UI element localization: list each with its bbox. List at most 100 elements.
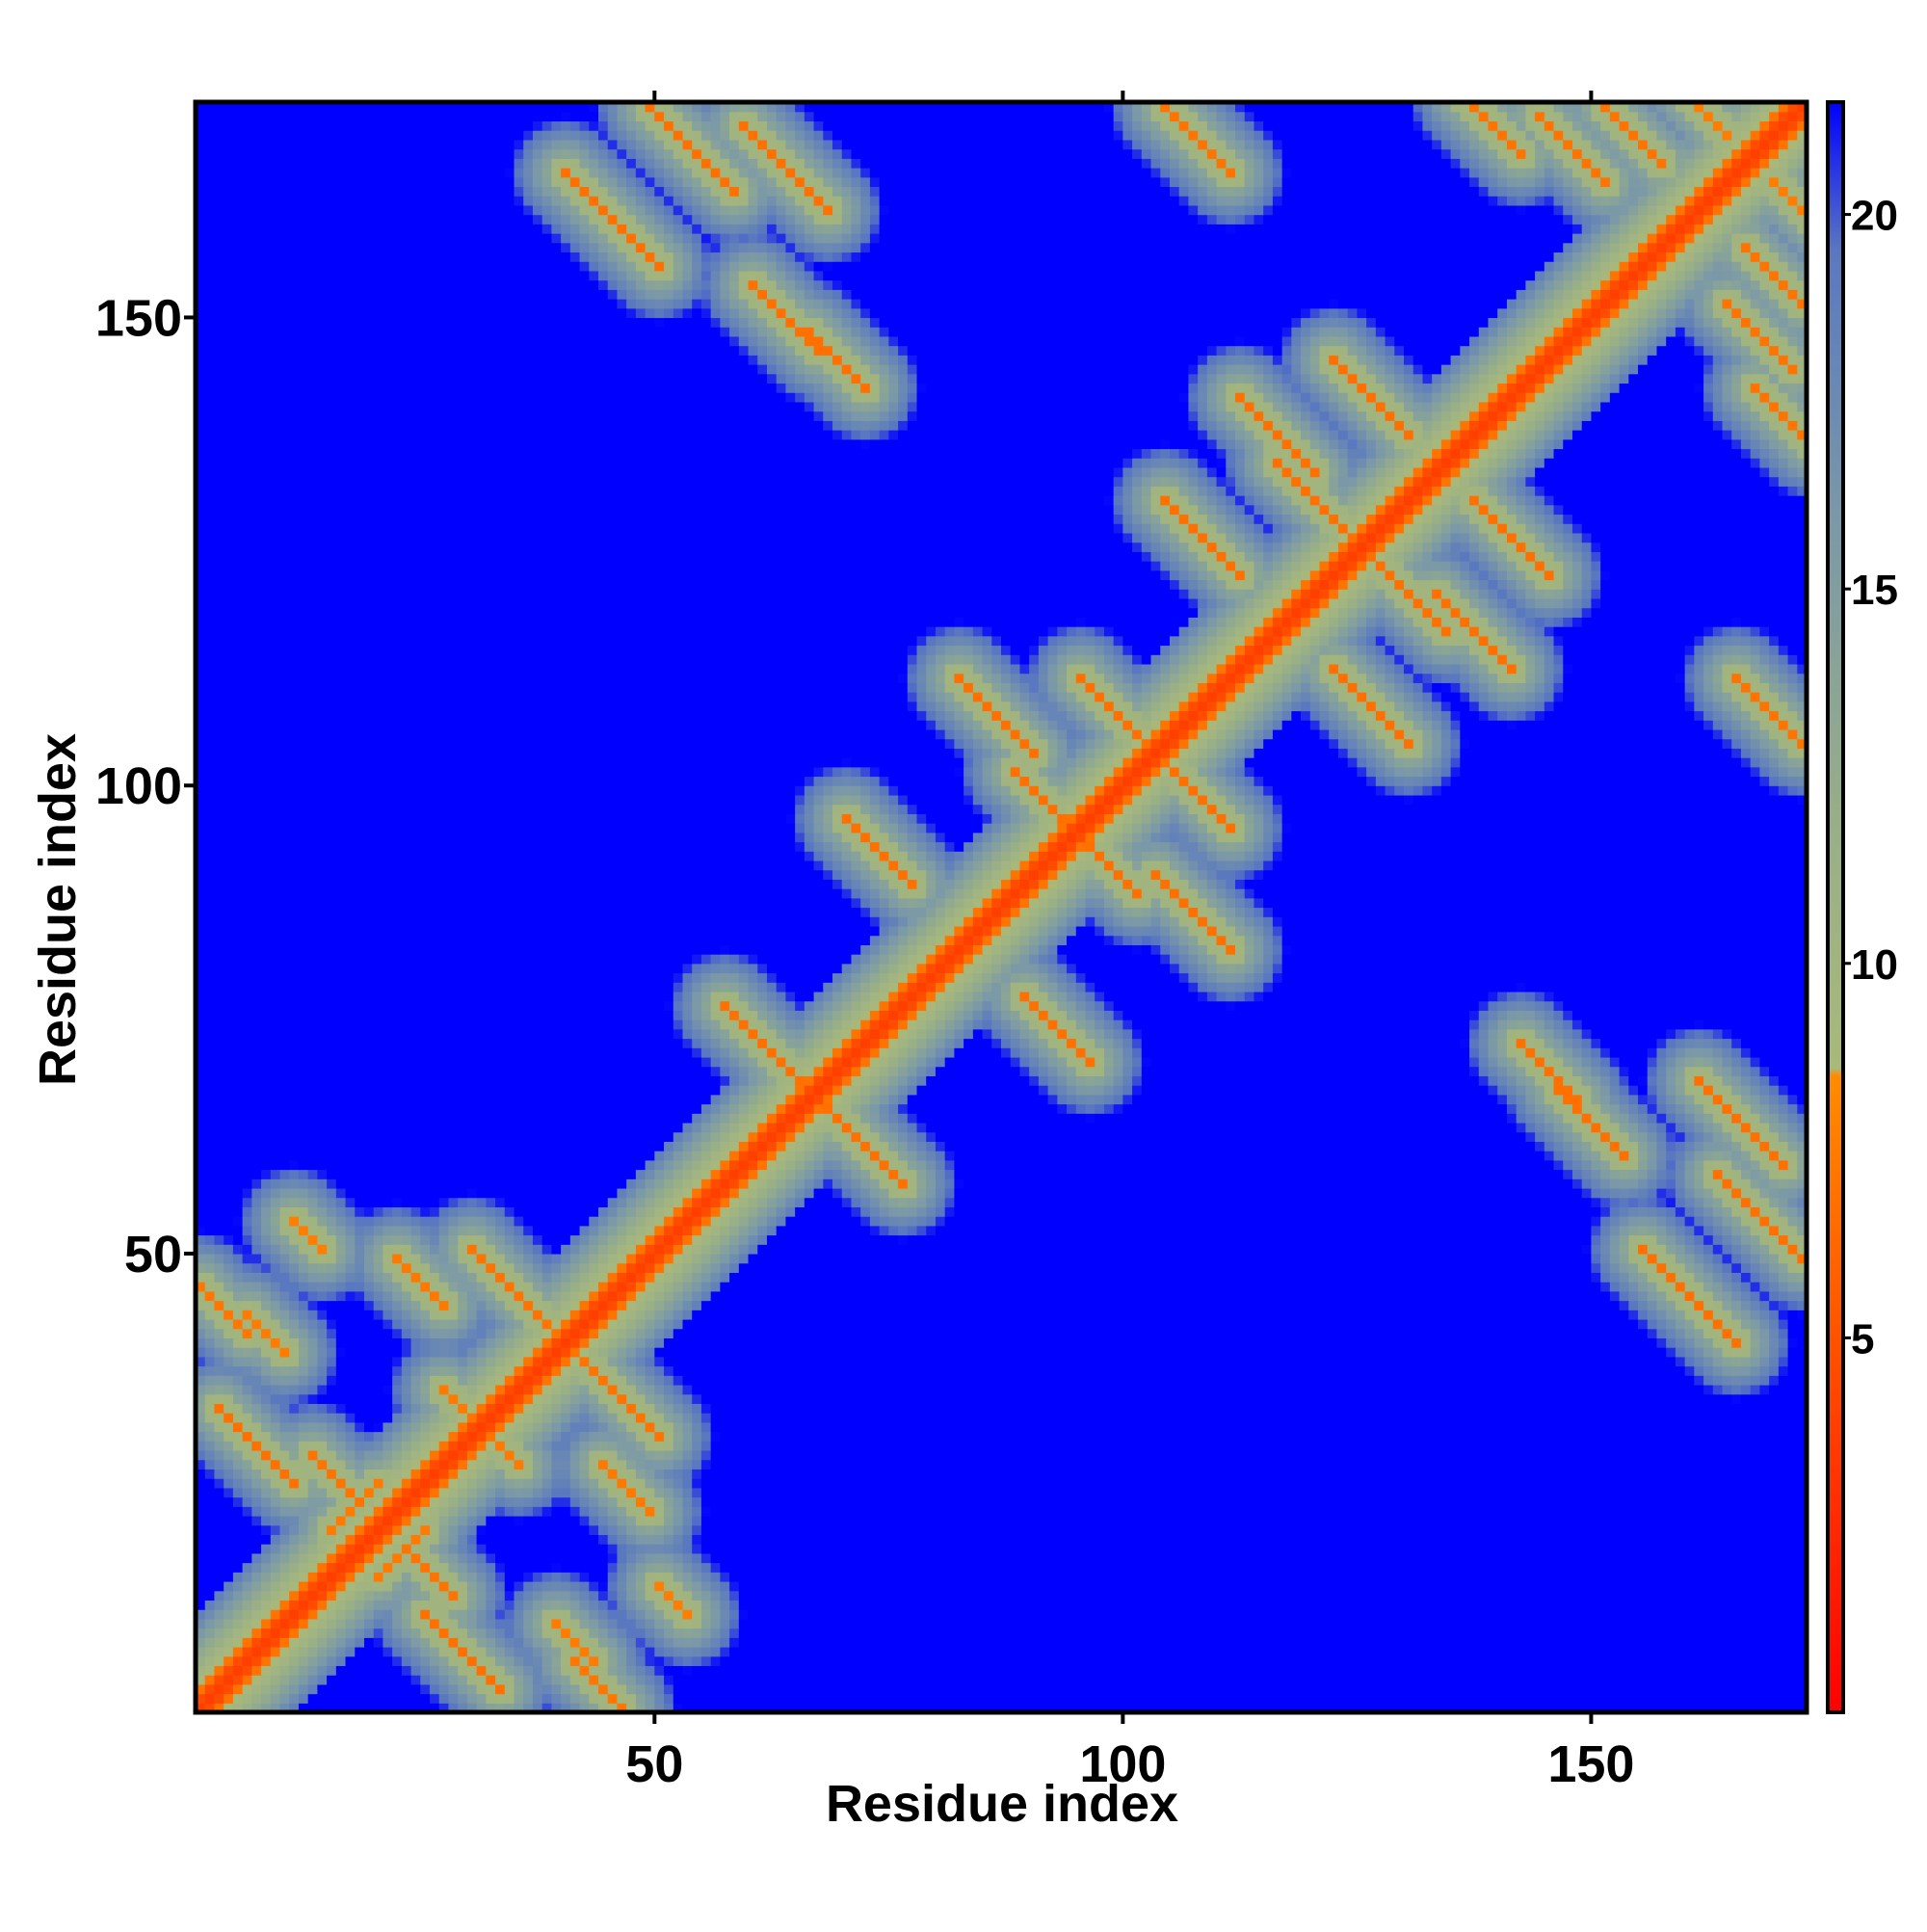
heatmap-cell [1553,1038,1564,1048]
heatmap-cell [438,1693,450,1704]
heatmap-cell [1141,944,1152,955]
heatmap-cell [682,1300,693,1310]
heatmap-cell [598,1253,609,1264]
heatmap-cell [682,1131,693,1142]
heatmap-cell [1731,1328,1742,1338]
heatmap-cell [514,1506,524,1517]
heatmap-cell [1675,1094,1686,1105]
heatmap-cell [710,1290,1611,1302]
heatmap-cell [700,1562,712,1573]
heatmap-cell [1544,1075,1555,1086]
heatmap-cell [795,1159,805,1171]
heatmap-cell [1029,1075,1040,1086]
heatmap-cell [232,1441,244,1451]
heatmap-cell [1647,1206,1658,1217]
heatmap-cell [401,1216,412,1227]
heatmap-cell [383,1534,393,1545]
heatmap-cell [1038,944,1049,955]
heatmap-cell [1656,1169,1667,1179]
heatmap-cell [869,1113,881,1124]
heatmap-cell [214,1646,224,1657]
heatmap-cell [991,1019,1002,1030]
heatmap-cell [1281,954,1808,965]
heatmap-cell [626,1515,637,1526]
heatmap-cell [335,1365,393,1376]
heatmap-cell [430,1441,440,1451]
heatmap-cell [541,1365,552,1376]
heatmap-cell [1778,1253,1789,1264]
heatmap-cell [476,1290,487,1302]
heatmap-cell [1703,1066,1714,1076]
heatmap-cell [261,1683,272,1695]
heatmap-cell [692,1403,702,1414]
heatmap-cell [1057,944,1133,955]
heatmap-cell [345,1487,356,1498]
heatmap-cell [307,1572,318,1582]
heatmap-cell [898,925,909,937]
heatmap-cell [598,1534,609,1545]
heatmap-cell [635,1384,647,1395]
heatmap-cell [860,1103,871,1114]
heatmap-cell [1731,1375,1742,1386]
heatmap-cell [851,954,861,965]
heatmap-cell [841,1187,853,1199]
heatmap-cell [289,1272,300,1283]
heatmap-cell [335,1534,347,1545]
heatmap-cell [860,1028,871,1040]
heatmap-cell [626,1524,637,1536]
heatmap-cell [561,1646,571,1657]
heatmap-cell [841,1141,853,1151]
heatmap-cell [795,1197,805,1207]
heatmap-cell [261,1675,272,1685]
heatmap-cell [1553,1056,1564,1068]
heatmap-cell [317,1169,328,1179]
heatmap-cell [1722,1187,1732,1199]
heatmap-cell [851,1056,861,1068]
heatmap-cell [626,1384,637,1395]
heatmap-cell [617,1572,627,1582]
heatmap-cell [898,991,909,1002]
heatmap-cell [355,1459,365,1470]
heatmap-cell [692,1580,702,1592]
heatmap-cell [1666,1122,1676,1133]
heatmap-cell [1684,1066,1695,1076]
heatmap-cell [551,1469,571,1479]
heatmap-cell [804,1028,815,1040]
heatmap-cell [1619,1225,1629,1236]
heatmap-cell [757,972,768,983]
heatmap-cell [1787,1103,1798,1114]
heatmap-cell [1010,972,1021,983]
heatmap-cell [448,1609,459,1620]
heatmap-cell [1759,1094,1770,1105]
heatmap-cell [317,1562,328,1573]
heatmap-cell [579,1459,590,1470]
heatmap-cell [532,1572,543,1582]
heatmap-cell [327,1580,337,1592]
heatmap-cell [1244,935,1255,945]
heatmap-cell [307,1403,318,1414]
heatmap-cell [748,1234,758,1245]
heatmap-cell [335,1496,347,1507]
heatmap-cell [654,1421,665,1433]
heatmap-cell [270,1403,281,1414]
heatmap-cell [458,1618,468,1629]
heatmap-cell [785,1216,861,1227]
heatmap-cell [1694,1365,1704,1376]
heatmap-cell [654,1337,665,1348]
heatmap-cell [664,1318,674,1330]
heatmap-cell [804,1122,815,1133]
heatmap-cell [692,1253,702,1264]
heatmap-cell [617,1187,627,1199]
heatmap-cell [1759,1103,1770,1114]
heatmap-cell [1178,963,1190,974]
heatmap-cell [682,1216,693,1227]
heatmap-cell [438,1403,450,1414]
heatmap-cell [1132,944,1143,955]
heatmap-cell [1141,1038,1461,1048]
heatmap-cell [1638,1151,1649,1161]
heatmap-cell [1075,982,1087,992]
heatmap-cell [466,1403,478,1414]
heatmap-cell [1656,1234,1667,1245]
heatmap-cell [289,1290,300,1302]
heatmap-cell [954,1197,1593,1207]
